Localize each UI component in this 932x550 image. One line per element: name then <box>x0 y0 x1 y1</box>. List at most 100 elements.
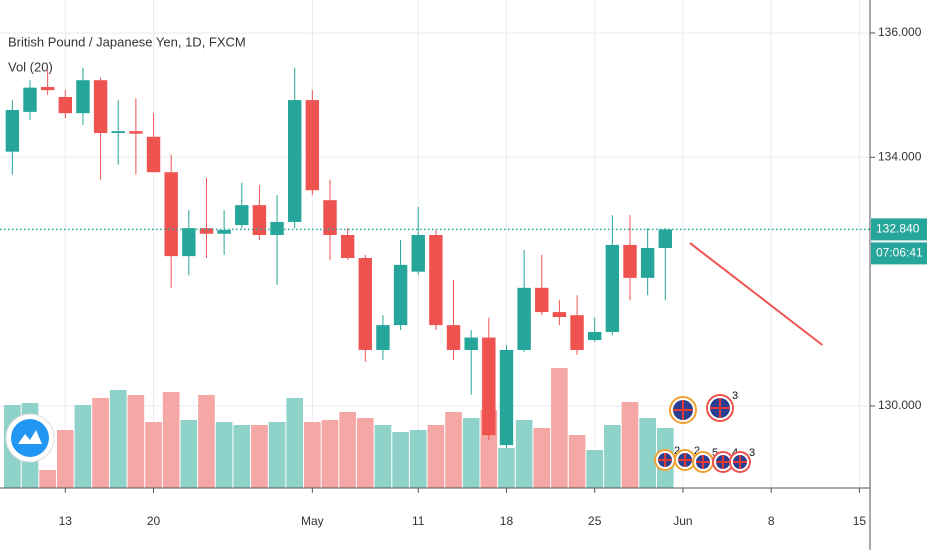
event-icon[interactable]: 5 <box>692 447 718 473</box>
candle-body <box>358 257 372 350</box>
event-count: 3 <box>732 390 738 402</box>
y-tick-label: 134.000 <box>878 149 922 163</box>
events: 322543 <box>654 390 755 473</box>
event-icon[interactable]: 3 <box>706 390 738 422</box>
event-icon[interactable] <box>669 396 697 424</box>
candle-body <box>252 205 267 235</box>
x-tick-label: 13 <box>59 514 73 528</box>
candle-body <box>588 331 602 341</box>
candle-body <box>164 172 178 257</box>
candle-body <box>535 287 549 313</box>
volume-bar <box>215 422 233 488</box>
event-count: 5 <box>712 447 718 459</box>
candle-body <box>182 228 196 257</box>
volume-bar <box>604 425 621 488</box>
chart-title: British Pound / Japanese Yen, 1D, FXCM <box>8 34 246 49</box>
event-count: 2 <box>674 445 680 457</box>
trend-line <box>689 242 823 346</box>
candle-body <box>429 234 443 326</box>
x-tick-label: 11 <box>412 514 425 528</box>
countdown-box <box>871 242 927 265</box>
volume-bar <box>392 432 409 488</box>
countdown-label: 07:06:41 <box>876 246 923 260</box>
volume-bar <box>286 398 304 488</box>
candle-body <box>217 230 231 234</box>
volume-bar <box>74 405 92 488</box>
candle-body <box>499 349 514 446</box>
volume-bar <box>515 420 533 488</box>
volume-bar <box>109 390 127 488</box>
candle-body <box>376 325 390 350</box>
volume-bar <box>498 448 515 488</box>
volume-bar <box>251 425 268 488</box>
last-price-label: 132.840 <box>876 222 920 236</box>
y-tick-label: 136.000 <box>878 25 922 39</box>
volume-bar <box>339 412 356 488</box>
volume-bar <box>92 398 109 488</box>
event-icon[interactable]: 4 <box>712 447 738 473</box>
x-tick-label: Jun <box>673 514 692 528</box>
candle-body <box>111 131 125 134</box>
candle-body <box>270 221 284 235</box>
volume-bar <box>268 422 286 488</box>
candle-body <box>552 312 567 318</box>
candle-body <box>199 228 214 234</box>
candles <box>5 67 672 449</box>
volume-bar <box>145 422 162 488</box>
x-tick-label: 18 <box>500 514 514 528</box>
logo-icon <box>18 430 42 444</box>
event-icon[interactable]: 3 <box>729 447 755 473</box>
x-tick-label: 8 <box>768 514 775 528</box>
candle-body <box>446 325 461 350</box>
x-tick-label: 25 <box>588 514 602 528</box>
candle-body <box>129 131 143 134</box>
volume-bar <box>409 430 427 488</box>
volume-bar <box>586 450 604 488</box>
candle-body <box>305 100 320 191</box>
event-icon[interactable]: 2 <box>674 445 700 471</box>
last-price-box <box>871 218 927 241</box>
volume-bar <box>198 395 215 488</box>
volume-legend: Vol (20) <box>8 59 53 74</box>
volume-bar <box>304 422 321 488</box>
event-icon[interactable]: 2 <box>654 445 680 471</box>
volume-bar <box>162 392 180 488</box>
logo-circle <box>11 419 49 457</box>
candle-body <box>235 205 249 226</box>
volume-bar <box>551 368 568 488</box>
candle-body <box>323 200 337 235</box>
volume-bar <box>321 420 339 488</box>
candle-body <box>482 337 496 436</box>
candle-body <box>658 229 672 249</box>
candle-body <box>517 287 531 350</box>
candle-body <box>411 234 425 272</box>
candle-body <box>5 110 20 152</box>
event-count: 3 <box>749 447 755 459</box>
candle-body <box>146 136 161 173</box>
volume-bar <box>533 428 551 488</box>
volume-bar <box>356 418 374 488</box>
volume-bar <box>180 420 198 488</box>
volume-bar <box>233 425 251 488</box>
candle-body <box>93 80 108 134</box>
volume-bar <box>127 395 145 488</box>
volume-bar <box>568 435 586 488</box>
candle-body <box>464 337 478 350</box>
candle-body <box>623 244 637 278</box>
volume-bar <box>445 412 462 488</box>
candle-body <box>40 87 55 91</box>
volume-bar <box>621 402 639 488</box>
logo[interactable] <box>5 413 55 463</box>
candle-body <box>288 100 302 222</box>
volume-bar <box>462 418 480 488</box>
x-tick-label: 20 <box>147 514 161 528</box>
volume-bar <box>374 425 392 488</box>
event-count: 2 <box>694 445 700 457</box>
volume-bar <box>56 430 74 488</box>
volume-bar <box>39 470 56 488</box>
volume-bar <box>427 425 445 488</box>
candle-body <box>393 264 408 326</box>
candle-body <box>605 244 620 332</box>
